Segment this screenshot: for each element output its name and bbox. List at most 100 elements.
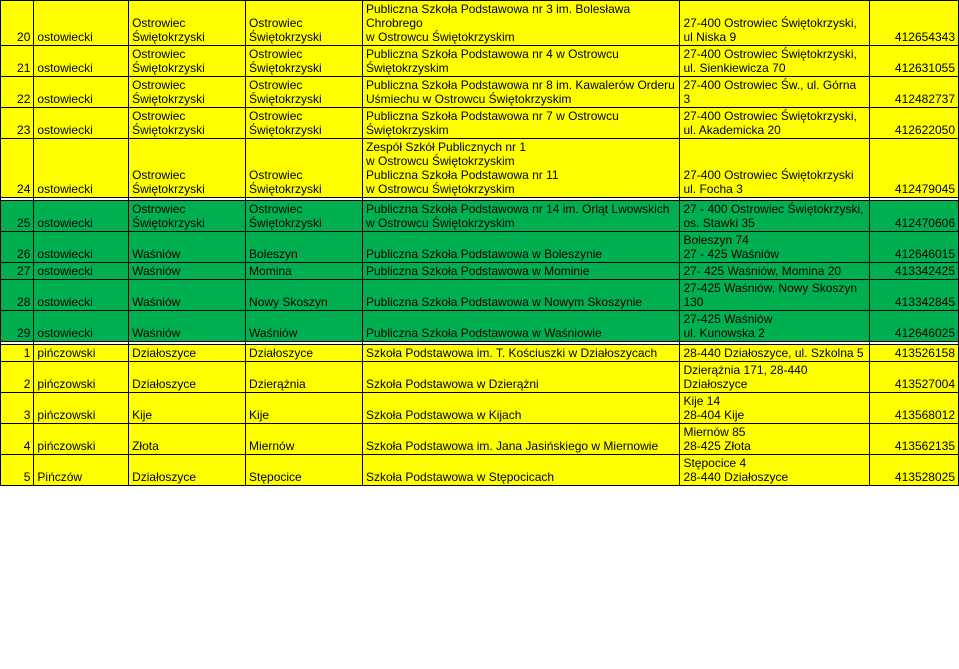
cell: Boleszyn xyxy=(246,232,363,263)
cell: Publiczna Szkoła Podstawowa w Mominie xyxy=(362,263,679,280)
cell: Ostrowiec Świętokrzyski xyxy=(246,201,363,232)
cell: 412470606 xyxy=(869,201,958,232)
cell: Ostrowiec Świętokrzyski xyxy=(129,77,246,108)
cell: Miernów xyxy=(246,424,363,455)
cell: ostowiecki xyxy=(34,263,129,280)
cell: Miernów 8528-425 Złota xyxy=(680,424,869,455)
cell: 413342845 xyxy=(869,280,958,311)
cell: Publiczna Szkoła Podstawowa w Waśniowie xyxy=(362,311,679,342)
cell: Boleszyn 7427 - 425 Waśniów xyxy=(680,232,869,263)
cell: 27-400 Ostrowiec Świętokrzyski, ul. Sien… xyxy=(680,46,869,77)
cell: Publiczna Szkoła Podstawowa w Boleszynie xyxy=(362,232,679,263)
cell: Publiczna Szkoła Podstawowa nr 3 im. Bol… xyxy=(362,1,679,46)
table-row: 20ostowieckiOstrowiec ŚwiętokrzyskiOstro… xyxy=(1,1,959,46)
cell: 412646015 xyxy=(869,232,958,263)
cell: 27-425 Waśniówul. Kunowska 2 xyxy=(680,311,869,342)
cell: 412646025 xyxy=(869,311,958,342)
cell: Waśniów xyxy=(246,311,363,342)
cell: Publiczna Szkoła Podstawowa w Nowym Skos… xyxy=(362,280,679,311)
cell: Momina xyxy=(246,263,363,280)
cell: Działoszyce xyxy=(129,455,246,486)
cell: 27-425 Waśniów, Nowy Skoszyn 130 xyxy=(680,280,869,311)
cell: ostowiecki xyxy=(34,201,129,232)
cell: ostowiecki xyxy=(34,139,129,198)
cell: Dzierążnia xyxy=(246,362,363,393)
cell: 413342425 xyxy=(869,263,958,280)
cell: 22 xyxy=(1,77,34,108)
cell: pińczowski xyxy=(34,393,129,424)
table-row: 25ostowieckiOstrowiec ŚwiętokrzyskiOstro… xyxy=(1,201,959,232)
cell: Szkoła Podstawowa w Kijach xyxy=(362,393,679,424)
cell: Kije 1428-404 Kije xyxy=(680,393,869,424)
cell: 412631055 xyxy=(869,46,958,77)
cell: 20 xyxy=(1,1,34,46)
cell: Stępocice 428-440 Działoszyce xyxy=(680,455,869,486)
cell: ostowiecki xyxy=(34,280,129,311)
cell: 413562135 xyxy=(869,424,958,455)
cell: 29 xyxy=(1,311,34,342)
cell: Ostrowiec Świętokrzyski xyxy=(129,139,246,198)
cell: Szkoła Podstawowa w Stępocicach xyxy=(362,455,679,486)
table-row: 28ostowieckiWaśniówNowy SkoszynPubliczna… xyxy=(1,280,959,311)
cell: Zespół Szkół Publicznych nr 1w Ostrowcu … xyxy=(362,139,679,198)
cell: 412622050 xyxy=(869,108,958,139)
cell: 21 xyxy=(1,46,34,77)
cell: 413527004 xyxy=(869,362,958,393)
cell: 27-400 Ostrowiec Świętokrzyski, ul. Akad… xyxy=(680,108,869,139)
cell: 3 xyxy=(1,393,34,424)
cell: Ostrowiec Świętokrzyski xyxy=(129,108,246,139)
table-row: 4pińczowskiZłotaMiernówSzkoła Podstawowa… xyxy=(1,424,959,455)
cell: ostowiecki xyxy=(34,311,129,342)
cell: Ostrowiec Świętokrzyski xyxy=(246,108,363,139)
cell: 412482737 xyxy=(869,77,958,108)
cell: Ostrowiec Świętokrzyski xyxy=(246,139,363,198)
cell: 24 xyxy=(1,139,34,198)
cell: Dzierążnia 171, 28-440 Działoszyce xyxy=(680,362,869,393)
table-row: 5PińczówDziałoszyceStępociceSzkoła Podst… xyxy=(1,455,959,486)
table-row: 22ostowieckiOstrowiec ŚwiętokrzyskiOstro… xyxy=(1,77,959,108)
cell: 27 xyxy=(1,263,34,280)
cell: Nowy Skoszyn xyxy=(246,280,363,311)
cell: Ostrowiec Świętokrzyski xyxy=(129,46,246,77)
cell: 2 xyxy=(1,362,34,393)
cell: 4 xyxy=(1,424,34,455)
cell: Działoszyce xyxy=(129,362,246,393)
cell: 27- 425 Waśniów, Momina 20 xyxy=(680,263,869,280)
cell: Stępocice xyxy=(246,455,363,486)
table-row: 3pińczowskiKijeKijeSzkoła Podstawowa w K… xyxy=(1,393,959,424)
cell: Złota xyxy=(129,424,246,455)
cell: Waśniów xyxy=(129,311,246,342)
cell: Ostrowiec Świętokrzyski xyxy=(246,1,363,46)
cell: 28 xyxy=(1,280,34,311)
cell: ostowiecki xyxy=(34,77,129,108)
cell: ostowiecki xyxy=(34,46,129,77)
table-row: 2pińczowskiDziałoszyceDzierążniaSzkoła P… xyxy=(1,362,959,393)
cell: Pińczów xyxy=(34,455,129,486)
cell: Szkoła Podstawowa im. Jana Jasińskiego w… xyxy=(362,424,679,455)
cell: pińczowski xyxy=(34,362,129,393)
data-table: 20ostowieckiOstrowiec ŚwiętokrzyskiOstro… xyxy=(0,0,959,486)
cell: Publiczna Szkoła Podstawowa nr 7 w Ostro… xyxy=(362,108,679,139)
cell: 413526158 xyxy=(869,345,958,362)
cell: pińczowski xyxy=(34,424,129,455)
cell: Waśniów xyxy=(129,232,246,263)
cell: ostowiecki xyxy=(34,108,129,139)
cell: Ostrowiec Świętokrzyski xyxy=(129,1,246,46)
cell: 25 xyxy=(1,201,34,232)
cell: 412479045 xyxy=(869,139,958,198)
cell: Szkoła Podstawowa w Dzierążni xyxy=(362,362,679,393)
cell: Kije xyxy=(129,393,246,424)
table-row: 21ostowieckiOstrowiec ŚwiętokrzyskiOstro… xyxy=(1,46,959,77)
cell: 412654343 xyxy=(869,1,958,46)
cell: Publiczna Szkoła Podstawowa nr 8 im. Kaw… xyxy=(362,77,679,108)
cell: Publiczna Szkoła Podstawowa nr 4 w Ostro… xyxy=(362,46,679,77)
cell: Działoszyce xyxy=(129,345,246,362)
table-body: 20ostowieckiOstrowiec ŚwiętokrzyskiOstro… xyxy=(1,1,959,486)
cell: Kije xyxy=(246,393,363,424)
cell: 27-400 Ostrowiec Św., ul. Górna 3 xyxy=(680,77,869,108)
table-row: 29ostowieckiWaśniówWaśniówPubliczna Szko… xyxy=(1,311,959,342)
cell: ostowiecki xyxy=(34,232,129,263)
cell: 23 xyxy=(1,108,34,139)
cell: 413568012 xyxy=(869,393,958,424)
cell: 27-400 Ostrowiec Świętokrzyski, ul Niska… xyxy=(680,1,869,46)
